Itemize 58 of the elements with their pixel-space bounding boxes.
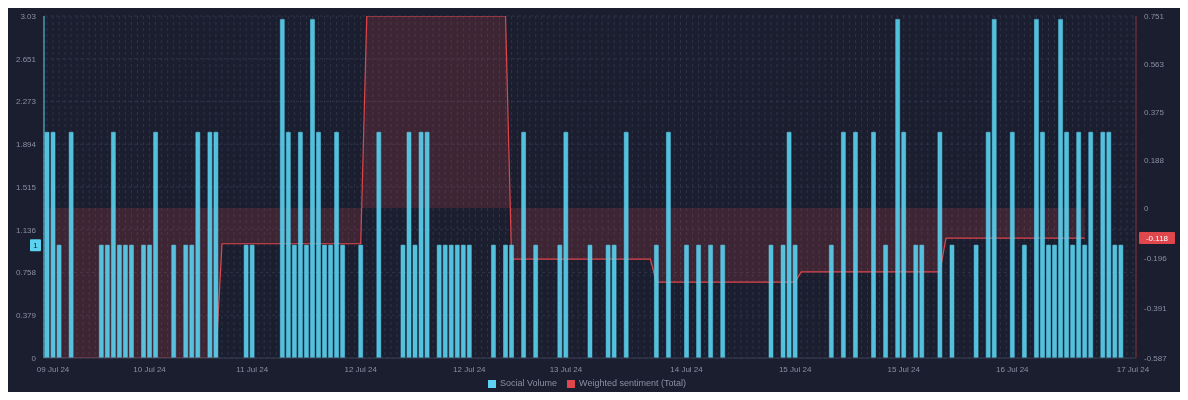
bar [1021,244,1027,358]
y-tick-label: 1.894 [15,140,37,150]
x-tick-label: 12 Jul 24 [344,364,378,374]
x-tick-label: 15 Jul 24 [778,364,812,374]
bar [840,131,846,358]
y2-tick-label: 0.751 [1144,11,1165,21]
bar [665,131,671,358]
y2-tick-label: -0.587 [1144,353,1168,363]
x-tick-label: 09 Jul 24 [36,364,70,374]
x-tick-label: 10 Jul 24 [133,364,167,374]
bar [521,131,527,358]
x-tick-label: 14 Jul 24 [670,364,704,374]
x-tick-label: 17 Jul 24 [1116,364,1150,374]
bar [973,244,979,358]
y-tick-label: 0.379 [15,311,37,321]
x-tick-label: 12 Jul 24 [453,364,487,374]
bar [171,244,177,358]
y-tick-label: 2.651 [15,54,37,64]
bar [376,131,382,358]
x-tick-label: 11 Jul 24 [236,364,269,374]
y2-tick-label: 0.188 [1144,155,1165,165]
bar [358,244,364,358]
y-tick-label: 1.136 [15,225,37,235]
bar [871,131,877,358]
bar [490,244,496,358]
bar [828,244,834,358]
bar [949,244,955,358]
y-tick-label: 1.515 [15,182,37,192]
x-tick-label: 15 Jul 24 [887,364,921,374]
bar [883,244,889,358]
bar [623,131,629,358]
bar [768,244,774,358]
y2-tick-label: -0.391 [1144,303,1168,313]
bar [684,244,690,358]
bar [852,131,858,358]
legend-label: Social Volume [500,378,558,388]
bar [708,244,714,358]
y2-tick-label: 0.375 [1144,107,1165,117]
bar [720,244,726,358]
x-tick-label: 16 Jul 24 [996,364,1030,374]
y-tick-label: 0.758 [15,268,37,278]
bar [533,244,539,358]
bar [653,244,659,358]
legend-label: Weighted sentiment (Total) [579,378,686,388]
bar [937,131,943,358]
bar [1009,131,1015,358]
bar [587,244,593,358]
text: 1 [33,241,39,251]
x-tick-label: 13 Jul 24 [549,364,583,374]
y-tick-label: 0 [31,353,37,363]
y2-tick-label: -0.196 [1144,253,1168,263]
bar [696,244,702,358]
y2-tick-label: 0.563 [1144,59,1165,69]
text: -0.118 [1145,234,1169,244]
y-tick-label: 3.03 [20,11,37,21]
y2-tick-label: 0 [1144,203,1149,213]
y-tick-label: 2.273 [15,97,37,107]
bar [68,131,74,358]
